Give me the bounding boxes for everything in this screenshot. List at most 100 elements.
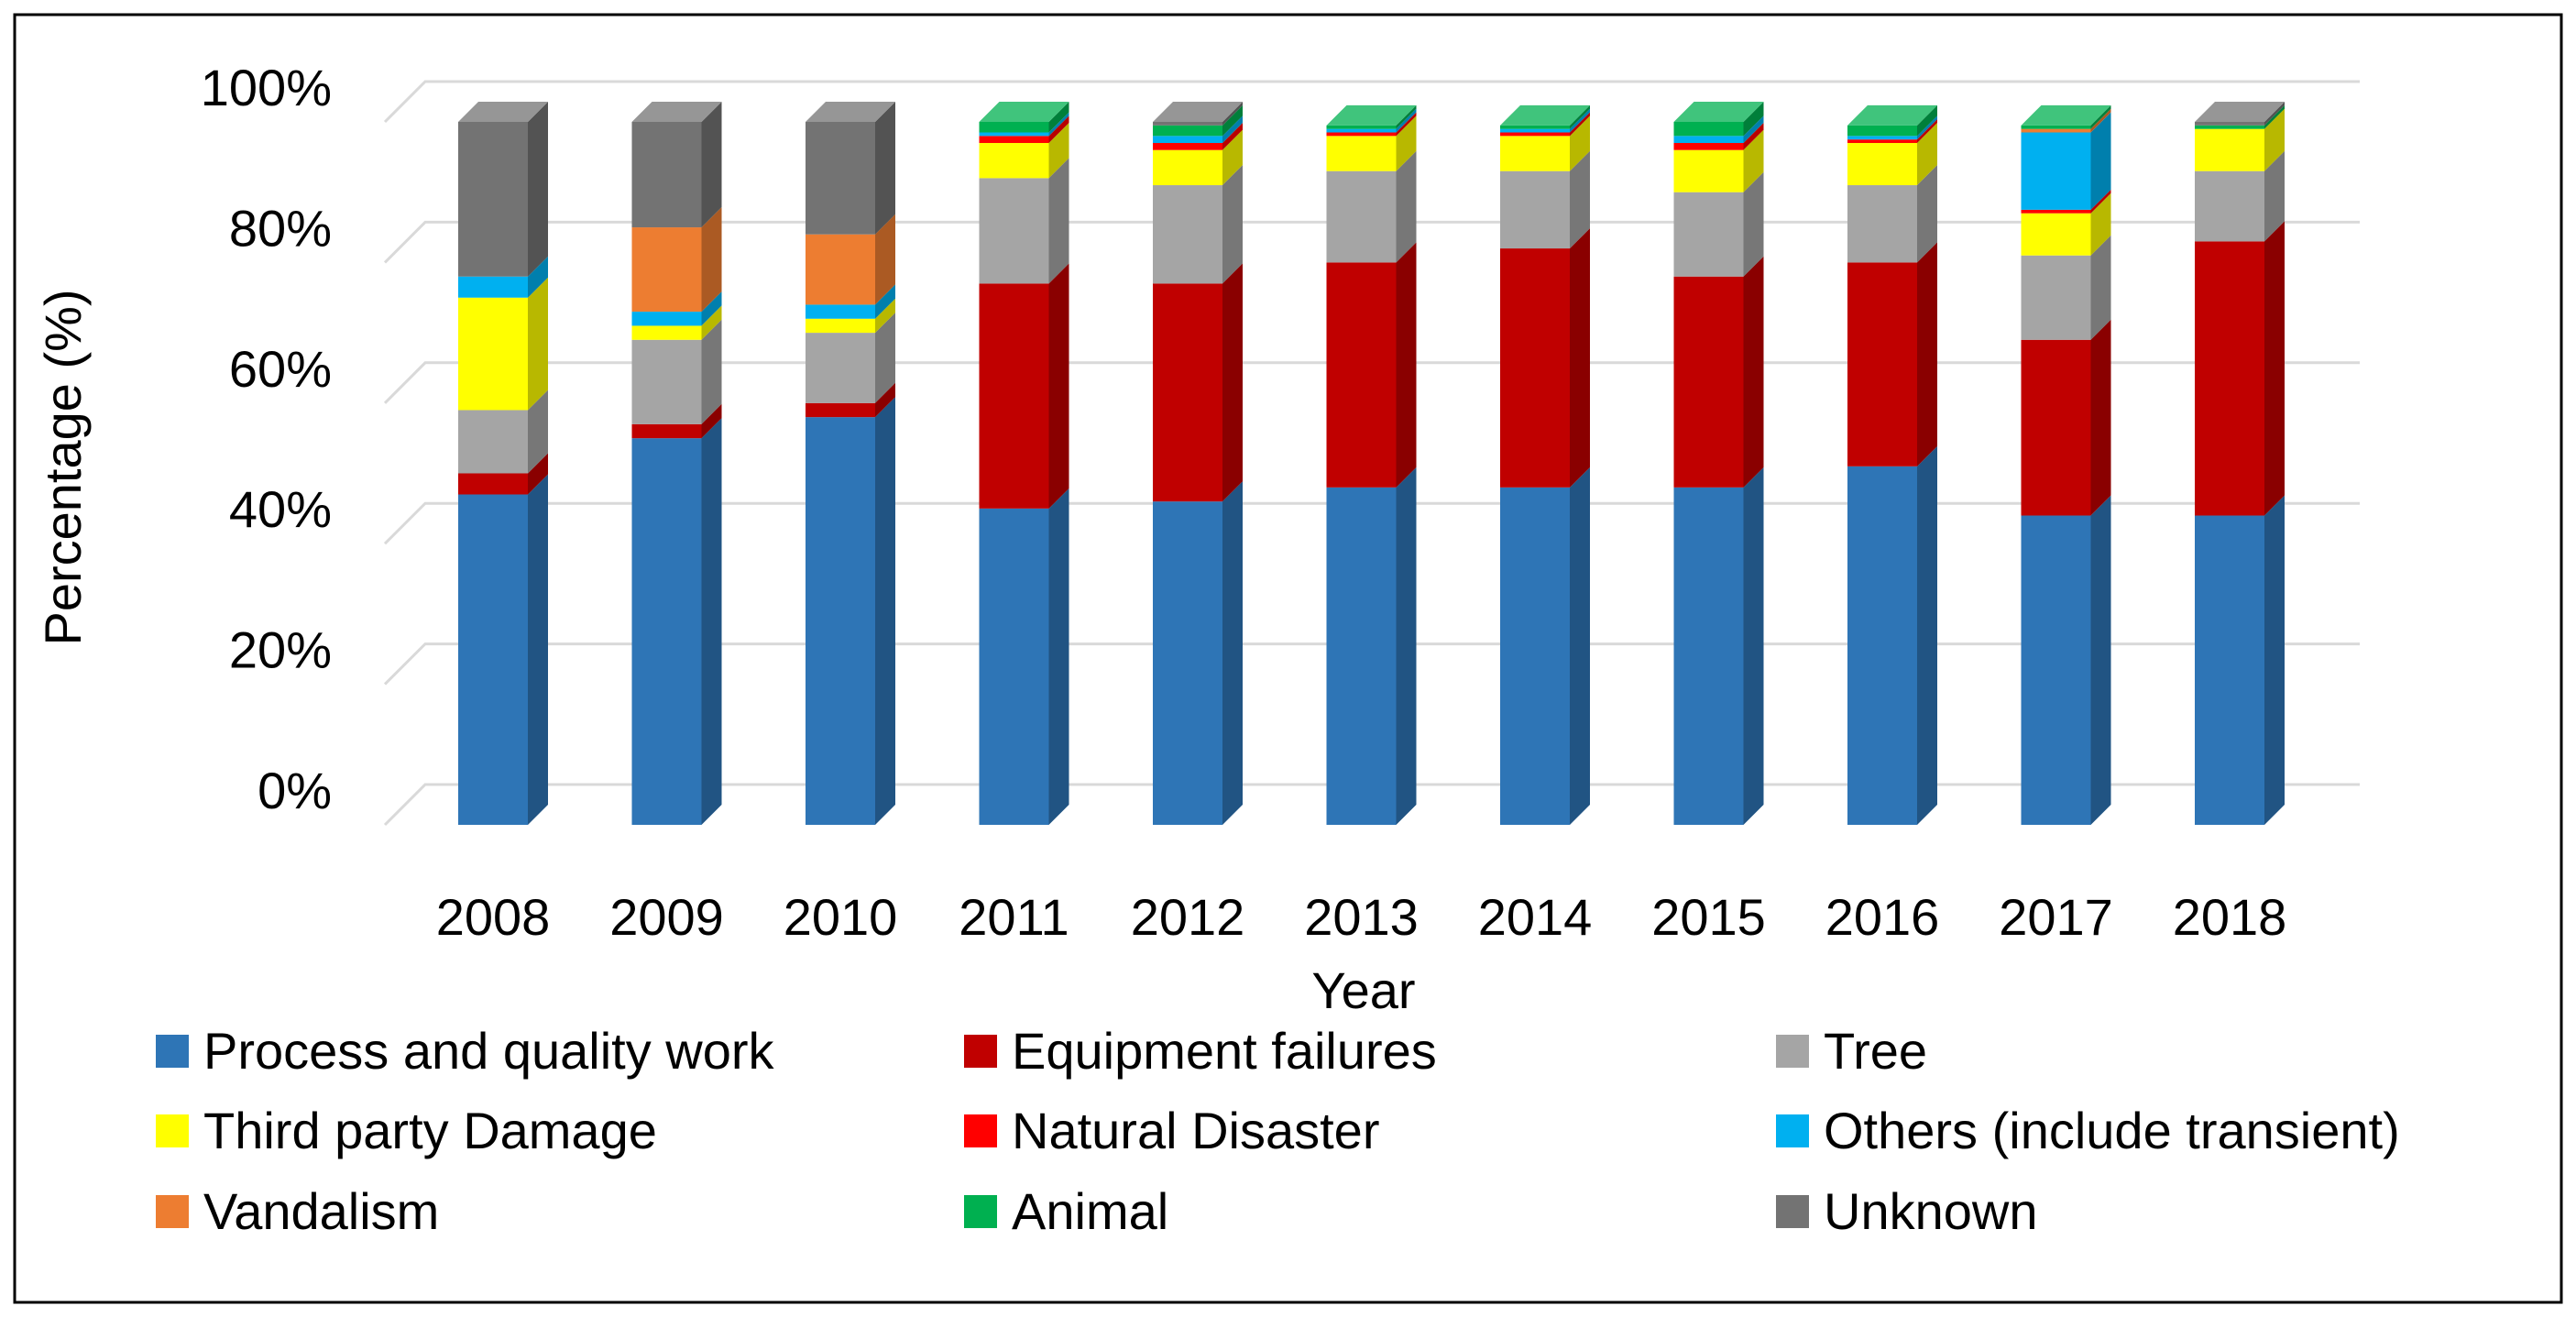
bar-segment-side xyxy=(1396,150,1417,263)
bar-segment xyxy=(1673,122,1744,137)
bar-segment-side xyxy=(701,102,722,228)
legend-item: Equipment failures xyxy=(964,1022,1437,1080)
bar-group-2014 xyxy=(1500,104,1590,825)
y-tick-label: 20% xyxy=(229,621,332,679)
bar-segment xyxy=(631,122,702,228)
bar-segment-side xyxy=(1743,466,1764,825)
x-tick-label: 2018 xyxy=(2173,888,2287,946)
bar-segment-side xyxy=(528,390,548,474)
legend-label: Process and quality work xyxy=(203,1022,775,1080)
bar-segment-side xyxy=(1743,115,1764,144)
legend-label: Natural Disaster xyxy=(1012,1102,1379,1159)
bar-segment xyxy=(631,325,702,340)
bar-segment xyxy=(1326,132,1397,137)
bar-segment-side xyxy=(1917,115,1937,140)
bar-segment xyxy=(979,143,1049,179)
legend-item: Natural Disaster xyxy=(964,1102,1379,1159)
bar-segment-side xyxy=(2090,235,2111,340)
legend-swatch xyxy=(156,1195,189,1228)
bar-segment xyxy=(1500,125,1570,129)
bar-segment xyxy=(1153,125,1222,137)
gridline xyxy=(383,80,2360,124)
bar-segment-side xyxy=(2090,495,2111,825)
legend-label: Others (include transient) xyxy=(1824,1102,2400,1159)
bar-segment-side xyxy=(875,214,895,305)
y-axis-ticks: 0% 20% 40% 60% 80% 100% xyxy=(201,59,332,819)
bar-segment xyxy=(2021,339,2091,516)
bar-segment-side xyxy=(1917,119,1937,144)
bar-segment xyxy=(1500,248,1570,488)
bars xyxy=(458,102,2285,825)
bar-segment xyxy=(1673,143,1744,150)
bar-segment xyxy=(1326,136,1397,171)
bar-group-2011 xyxy=(979,102,1069,825)
bar-segment-side xyxy=(528,256,548,298)
legend-swatch xyxy=(1776,1114,1809,1147)
bar-segment xyxy=(1153,122,1222,126)
bar-top-face xyxy=(631,102,722,122)
bar-segment xyxy=(1326,128,1397,133)
bar-segment xyxy=(458,122,528,277)
bar-segment-side xyxy=(1222,102,1243,126)
x-tick-label: 2017 xyxy=(1999,888,2113,946)
bar-segment xyxy=(2021,515,2091,825)
bar-top-face xyxy=(1673,102,1764,122)
bar-segment xyxy=(631,423,702,439)
bar-segment-side xyxy=(1743,123,1764,150)
bar-segment xyxy=(806,333,875,403)
bar-segment-side xyxy=(1570,108,1590,133)
bar-segment-side xyxy=(1917,445,1937,825)
bar-segment-side xyxy=(2090,189,2111,214)
bar-segment xyxy=(2021,132,2091,210)
bar-group-2016 xyxy=(1847,104,1937,825)
legend-swatch xyxy=(156,1035,189,1068)
bar-segment xyxy=(458,276,528,298)
x-tick-label: 2009 xyxy=(609,888,724,946)
bar-segment-side xyxy=(1917,242,1937,466)
bar-group-2010 xyxy=(806,102,895,825)
bar-segment xyxy=(1153,185,1222,284)
bar-segment-side xyxy=(1048,115,1069,144)
bar-segment xyxy=(458,494,528,825)
x-tick-label: 2014 xyxy=(1478,888,1593,946)
bar-segment-side xyxy=(875,102,895,235)
bar-segment xyxy=(1500,487,1570,825)
bar-top-face xyxy=(1326,104,1417,126)
bar-segment xyxy=(806,417,875,825)
bar-top-face xyxy=(1500,104,1590,126)
bar-segment-side xyxy=(1222,115,1243,144)
legend-label: Unknown xyxy=(1824,1182,2037,1240)
bar-segment-side xyxy=(1570,112,1590,137)
bar-segment xyxy=(806,234,875,305)
bar-segment-side xyxy=(875,382,895,418)
bar-segment-side xyxy=(1396,115,1417,171)
bar-segment-side xyxy=(528,277,548,411)
bar-segment xyxy=(1500,132,1570,137)
bar-segment-side xyxy=(1222,123,1243,150)
legend-swatch xyxy=(964,1035,997,1068)
bar-segment-side xyxy=(528,102,548,277)
bar-segment xyxy=(2021,128,2091,133)
bar-segment xyxy=(458,473,528,495)
bar-segment-side xyxy=(2264,102,2285,126)
y-tick-label: 40% xyxy=(229,480,332,538)
chart-border xyxy=(13,13,2563,1304)
legend-label: Vandalism xyxy=(203,1182,439,1240)
bar-segment xyxy=(1326,170,1397,263)
bar-segment-side xyxy=(1743,171,1764,277)
x-tick-label: 2015 xyxy=(1651,888,1766,946)
legend: Process and quality work Equipment failur… xyxy=(156,1022,2400,1240)
bar-segment-side xyxy=(1048,102,1069,133)
bar-segment-side xyxy=(1048,112,1069,137)
bar-segment xyxy=(1500,136,1570,171)
bar-segment xyxy=(979,178,1049,284)
bar-segment xyxy=(2195,125,2264,129)
bar-segment-side xyxy=(1396,466,1417,825)
bar-segment xyxy=(2195,128,2264,171)
bar-segment-side xyxy=(1917,104,1937,137)
bar-segment xyxy=(1847,185,1917,263)
bar-segment xyxy=(979,132,1049,137)
bar-segment-side xyxy=(875,313,895,403)
bar-segment xyxy=(2195,122,2264,126)
